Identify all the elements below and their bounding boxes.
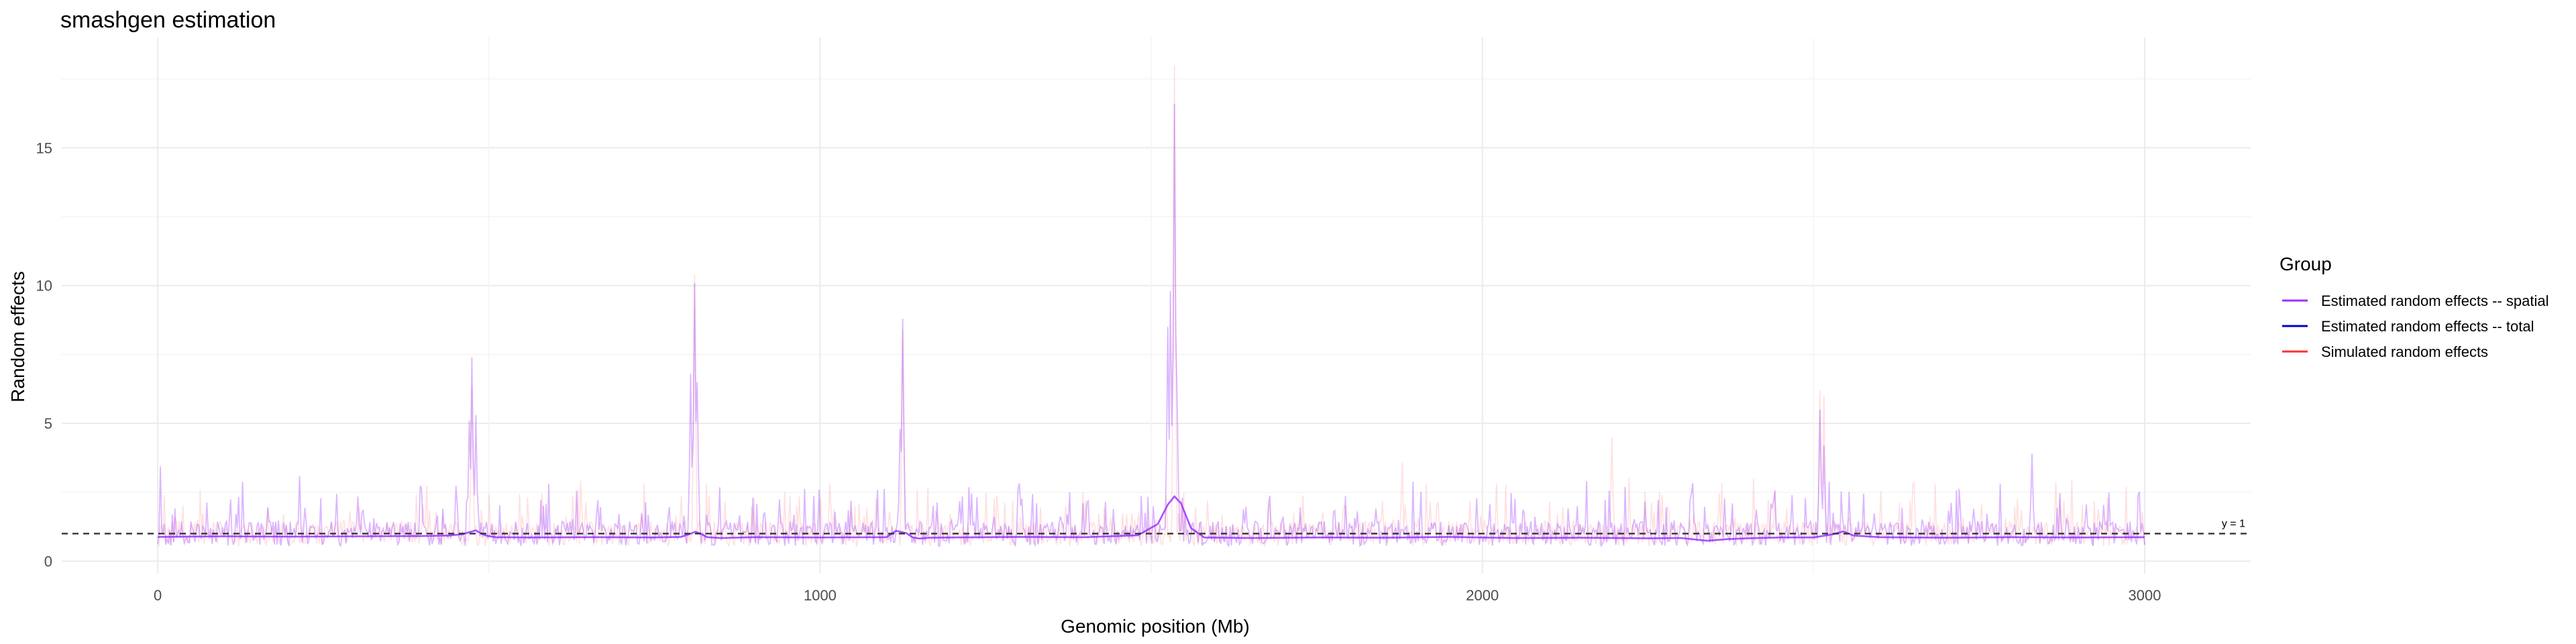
x-tick-label: 3000 [2129, 587, 2161, 604]
series-line-spatial [158, 495, 2145, 542]
grid [62, 38, 2251, 574]
legend-label: Estimated random effects -- spatial [2321, 292, 2549, 309]
x-tick-label: 0 [154, 587, 162, 604]
y-tick-label: 5 [44, 415, 52, 432]
y-axis-title: Random effects [7, 271, 28, 402]
series-line-simulated [157, 65, 2145, 548]
x-tick-label: 2000 [1466, 587, 1499, 604]
legend-label: Estimated random effects -- total [2321, 318, 2534, 335]
legend-label: Simulated random effects [2321, 343, 2488, 360]
legend-title: Group [2279, 254, 2332, 274]
tick-labels: 0 5 10 15 0 1000 2000 3000 [36, 140, 2161, 604]
legend: Group Estimated random effects -- spatia… [2279, 254, 2549, 360]
x-tick-label: 1000 [804, 587, 837, 604]
reference-line-layer: y = 1 [62, 518, 2251, 535]
y-tick-label: 0 [44, 553, 52, 570]
x-axis-title: Genomic position (Mb) [1061, 616, 1250, 637]
chart-title: smashgen estimation [60, 7, 276, 33]
series-layer [157, 65, 2145, 548]
y-tick-label: 10 [36, 278, 52, 294]
y-tick-label: 15 [36, 140, 52, 156]
reference-line-label: y = 1 [2222, 518, 2245, 529]
